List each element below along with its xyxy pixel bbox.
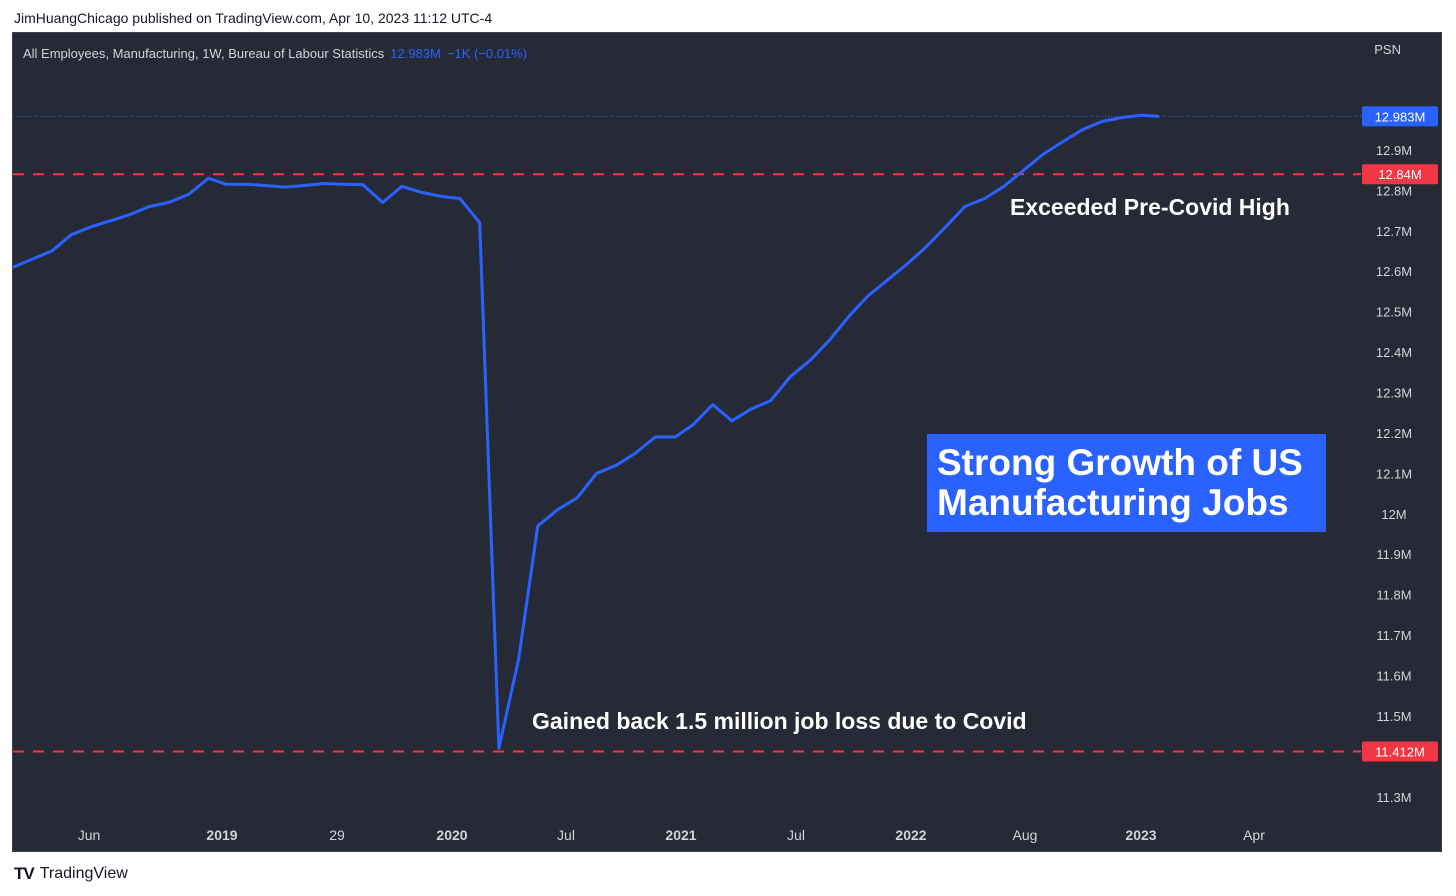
y-tick-label: 11.3M: [1376, 790, 1411, 805]
x-tick-label: 2021: [665, 827, 696, 843]
x-tick-label: 2020: [436, 827, 467, 843]
y-tick-label: 12.1M: [1376, 466, 1412, 481]
last-price-badge-bg: [1362, 106, 1438, 127]
series-name: All Employees, Manufacturing, 1W, Bureau…: [23, 46, 385, 61]
pre-covid-annotation: Exceeded Pre-Covid High: [1010, 194, 1290, 220]
y-tick-label: 12.9M: [1376, 143, 1412, 158]
headline-line-2: Manufacturing Jobs: [937, 482, 1289, 523]
y-axis: 11.3M 11.5M 11.6M 11.7M 11.8M 11.9M 12M 12.1M 12…: [1376, 143, 1412, 805]
level-badge-0: 12.84M: [1378, 167, 1421, 182]
x-tick-label: 2022: [895, 827, 926, 843]
level-badge-0-bg: [1362, 164, 1438, 185]
last-price-badge: 12.983M: [1375, 109, 1426, 124]
horizontal-lines: [13, 115, 1361, 753]
x-tick-label: Jul: [787, 827, 805, 843]
scale-label: PSN: [1374, 42, 1401, 57]
y-tick-label: 11.7M: [1376, 628, 1411, 643]
x-tick-label: 29: [329, 827, 345, 843]
y-tick-label: 12.6M: [1376, 264, 1412, 279]
x-tick-label: Aug: [1013, 827, 1038, 843]
brand-footer[interactable]: TV TradingView: [14, 864, 128, 884]
y-tick-label: 12M: [1381, 507, 1406, 522]
y-tick-label: 12.8M: [1376, 183, 1412, 198]
series-legend[interactable]: All Employees, Manufacturing, 1W, Bureau…: [23, 46, 527, 61]
y-tick-label: 11.6M: [1376, 669, 1411, 684]
y-tick-label: 12.3M: [1376, 386, 1412, 401]
series-layer: [13, 113, 1160, 750]
y-tick-label: 12.7M: [1376, 224, 1412, 239]
x-axis: Jun 2019 29 2020 Jul 2021 Jul 2022 Aug 2023 Apr: [78, 827, 1266, 843]
y-tick-label: 11.9M: [1376, 547, 1411, 562]
y-tick-label: 12.5M: [1376, 305, 1412, 320]
y-tick-label: 11.5M: [1376, 709, 1411, 724]
x-tick-label: Jul: [557, 827, 575, 843]
chart-panel[interactable]: 11.3M 11.5M 11.6M 11.7M 11.8M 11.9M 12M 12.1M 12…: [12, 32, 1442, 852]
price-badges: 12.983M 12.84M 11.412M: [1362, 106, 1438, 762]
x-tick-label: Jun: [78, 827, 101, 843]
series-line: [13, 113, 1160, 750]
x-tick-label: 2019: [206, 827, 237, 843]
headline-annotation: Strong Growth of US Manufacturing Jobs: [927, 434, 1326, 532]
x-tick-label: 2023: [1125, 827, 1156, 843]
brand-name: TradingView: [39, 865, 128, 882]
level-badge-1: 11.412M: [1375, 745, 1425, 760]
level-badge-1-bg: [1362, 741, 1438, 762]
series-last-value: 12.983M: [390, 46, 441, 61]
y-tick-label: 12.2M: [1376, 426, 1412, 441]
x-tick-label: Apr: [1243, 827, 1265, 843]
covid-annotation: Gained back 1.5 million job loss due to …: [532, 708, 1027, 734]
headline-line-1: Strong Growth of US: [937, 442, 1303, 483]
series-change: −1K (−0.01%): [446, 46, 528, 61]
y-tick-label: 11.8M: [1376, 588, 1411, 603]
y-tick-label: 12.4M: [1376, 345, 1412, 360]
tradingview-logo-icon: TV: [14, 864, 35, 883]
publisher-info: JimHuangChicago published on TradingView…: [14, 10, 493, 26]
line-chart[interactable]: 11.3M11.5M11.6M11.7M11.8M11.9M12M12.1M12…: [13, 33, 1441, 851]
